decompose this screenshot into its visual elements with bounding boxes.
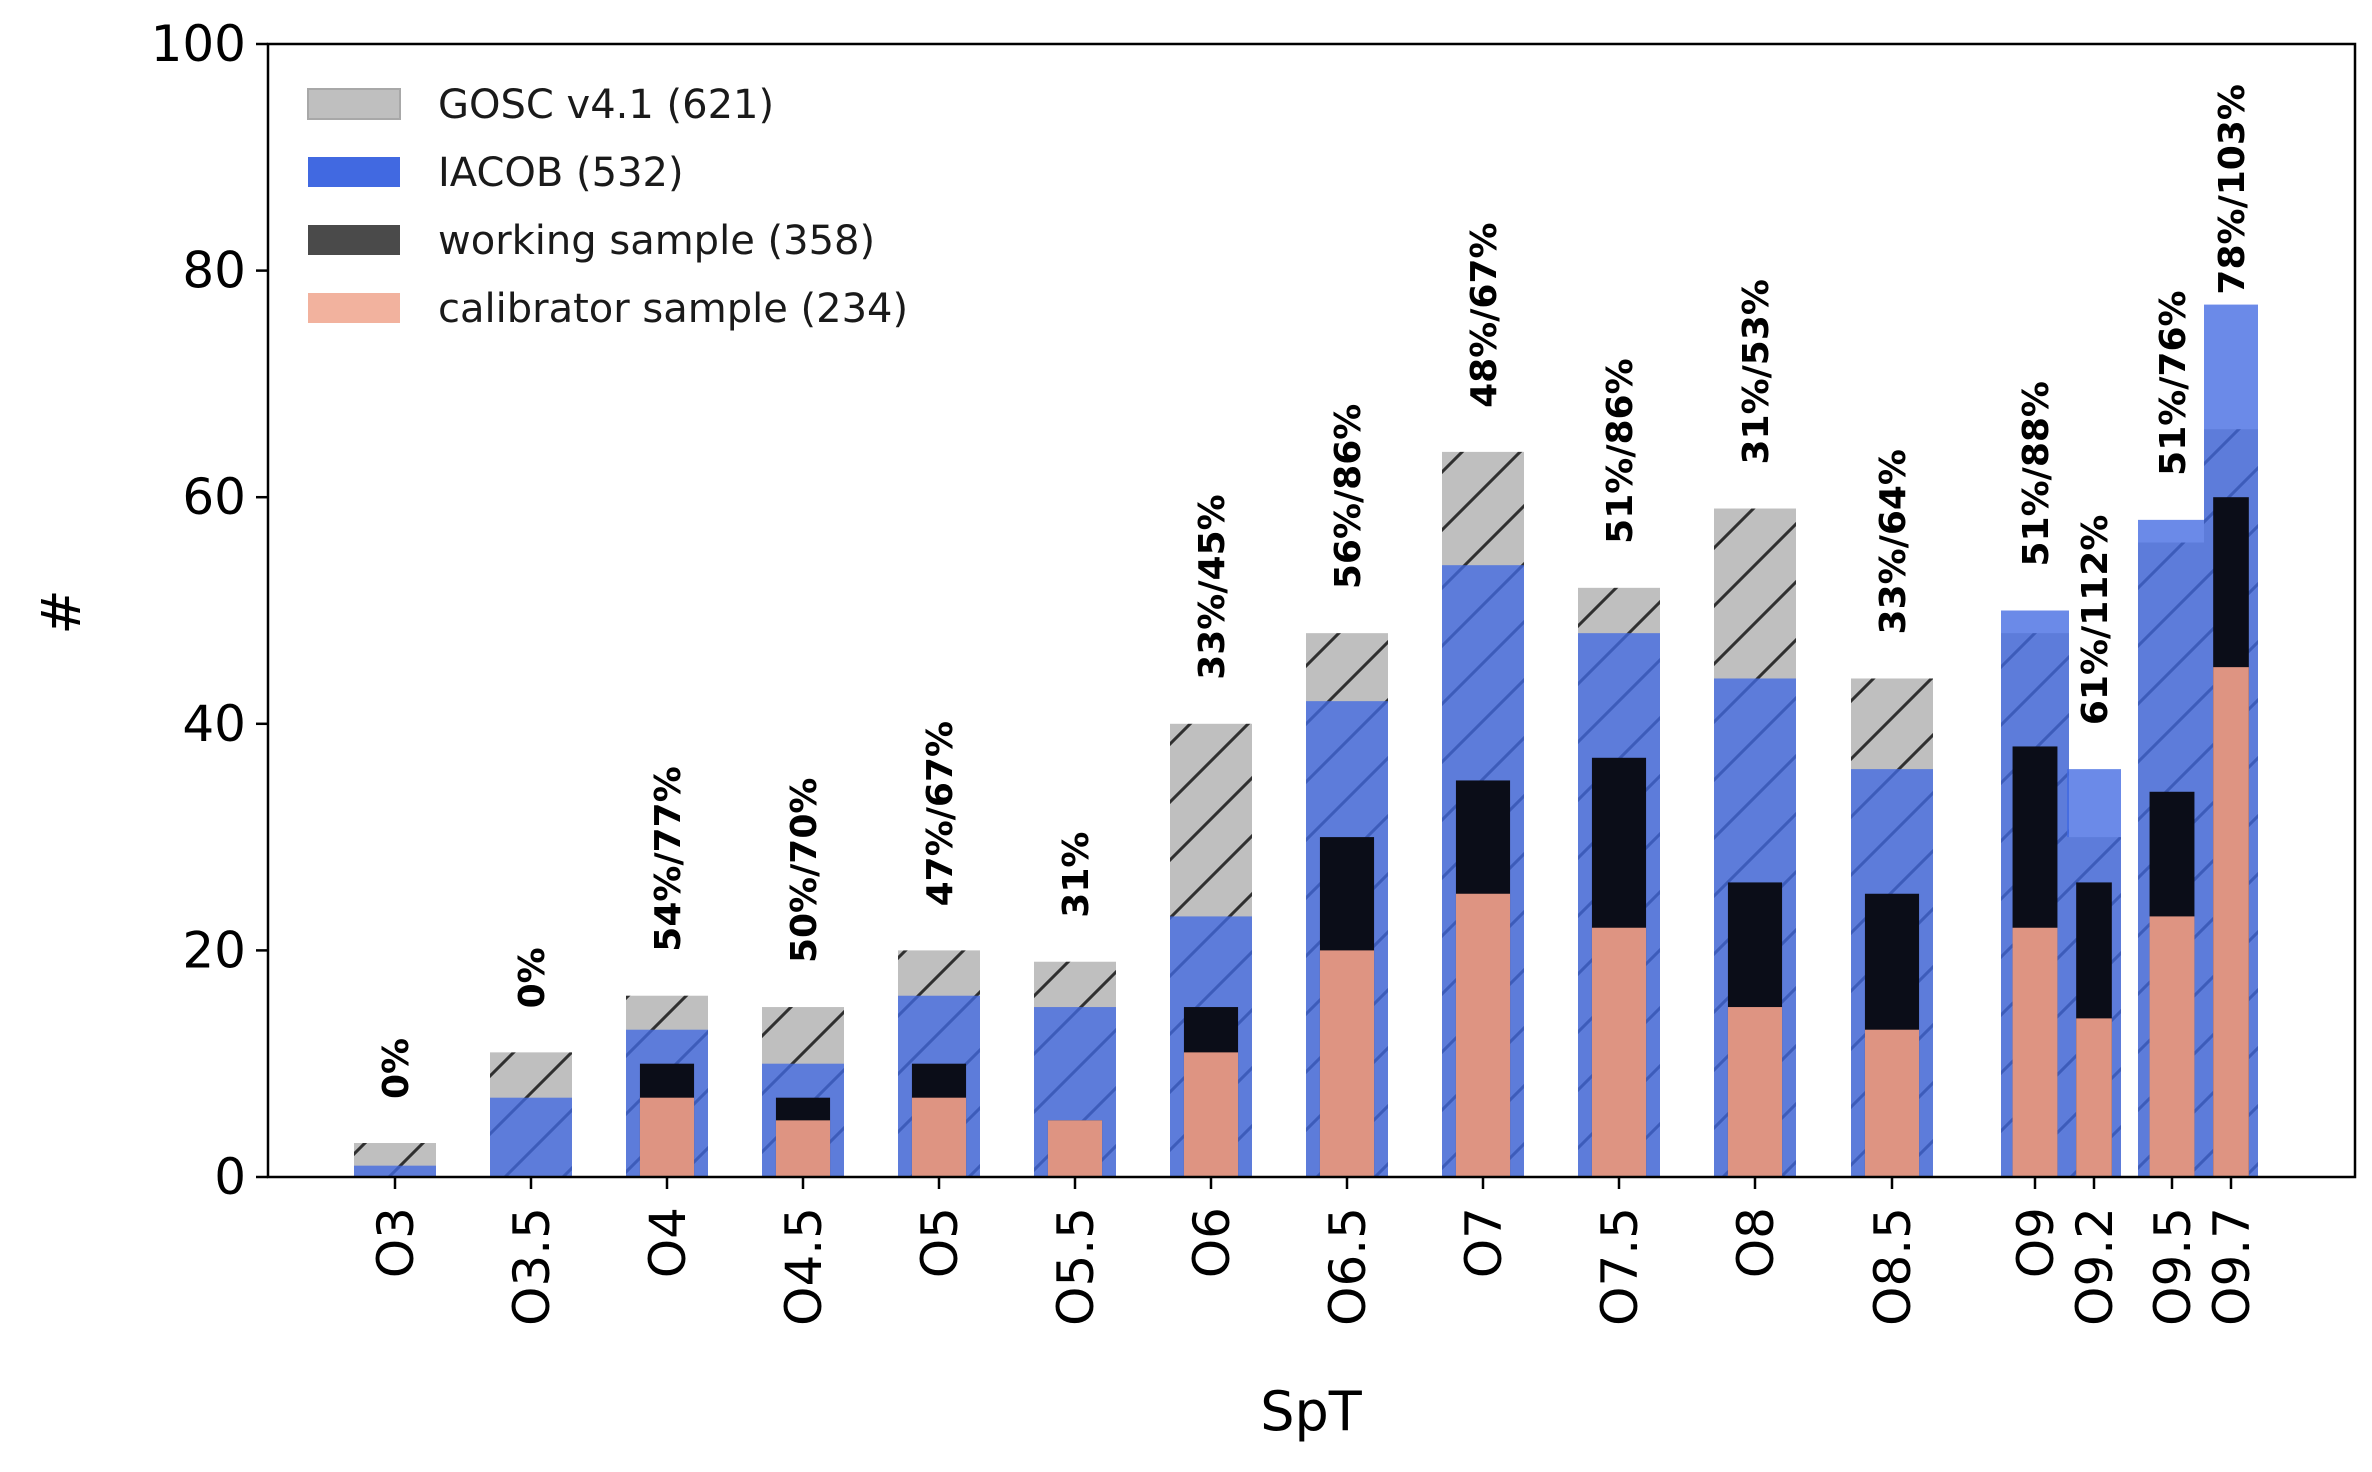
x-tick-label: O5.5 — [1047, 1207, 1105, 1326]
x-tick-label: O8 — [1727, 1207, 1785, 1278]
bar-group-O8-5 — [1851, 678, 1933, 1177]
y-tick-label: 100 — [151, 15, 246, 73]
legend: GOSC v4.1 (621) IACOB (532) working sample… — [307, 82, 908, 332]
x-tick-label: O3.5 — [503, 1207, 561, 1326]
bar-group-O9 — [2001, 610, 2069, 1177]
calibrator-sample-bar — [911, 1097, 967, 1177]
bar-percentage-label: 51%/88% — [2016, 381, 2057, 566]
y-tick-label: 60 — [182, 468, 246, 526]
bar-group-O3-5 — [490, 1052, 572, 1177]
bar-percentage-labels: 0% 0% 54%/77% 50%/70% 47%/67% 31% 33%/45% 56%/8… — [376, 84, 2253, 1099]
x-tick-label: O4.5 — [775, 1207, 833, 1326]
calibrator-sample-bar — [1183, 1052, 1239, 1177]
iacob-bar — [490, 1097, 572, 1177]
bar-group-O8 — [1714, 508, 1796, 1177]
bar-group-O6 — [1170, 723, 1252, 1177]
x-axis-title: SpT — [1260, 1380, 1363, 1443]
x-tick-label: O9 — [2007, 1207, 2065, 1278]
calibrator-sample-bar — [2076, 1018, 2112, 1177]
legend-entry: working sample (358) — [438, 218, 875, 264]
bar-percentage-label: 33%/45% — [1192, 494, 1233, 679]
bar-percentage-label: 47%/67% — [920, 721, 961, 906]
calibrator-sample-bar — [2213, 667, 2249, 1177]
y-tick-label: 40 — [182, 695, 246, 753]
x-tick-label: O9.5 — [2144, 1207, 2202, 1326]
legend-swatch — [308, 157, 400, 187]
bar-group-O6-5 — [1306, 633, 1388, 1177]
x-axis: O3 O3.5 O4 O4.5 O5 O5.5 O6 O6.5 O7 O7.5 O8 O8.5 O9 O9… — [367, 1177, 2261, 1326]
y-tick-label: 20 — [182, 921, 246, 979]
x-tick-label: O8.5 — [1864, 1207, 1922, 1326]
bar-percentage-label: 61%/112% — [2075, 515, 2116, 726]
plot-frame — [266, 42, 2357, 1179]
y-tick-label: 0 — [214, 1148, 246, 1206]
x-tick-label: O7 — [1455, 1207, 1513, 1278]
calibrator-sample-bar — [1319, 950, 1375, 1177]
bar-percentage-label: 0% — [376, 1038, 417, 1099]
bar-percentage-label: 78%/103% — [2212, 84, 2253, 295]
x-tick-label: O7.5 — [1591, 1207, 1649, 1326]
bar-percentage-label: 54%/77% — [648, 766, 689, 951]
bar-group-O4-5 — [762, 1007, 844, 1177]
calibrator-sample-bar — [639, 1097, 695, 1177]
calibrator-sample-bar — [775, 1120, 831, 1177]
x-tick-label: O3 — [367, 1207, 425, 1278]
bar-percentage-label: 51%/76% — [2153, 290, 2194, 475]
x-tick-label: O9.7 — [2203, 1207, 2261, 1326]
x-tick-label: O5 — [911, 1207, 969, 1278]
x-tick-label: O9.2 — [2066, 1207, 2124, 1326]
bar-group-O9-2 — [2067, 769, 2121, 1177]
bar-group-O3 — [354, 1143, 436, 1177]
bars-layer — [354, 304, 2258, 1178]
calibrator-sample-bar — [1047, 1120, 1103, 1177]
iacob-bar — [354, 1165, 436, 1177]
calibrator-sample-bar — [2149, 916, 2195, 1177]
y-axis-title: # — [30, 589, 93, 634]
bar-group-O7-5 — [1578, 587, 1660, 1177]
calibrator-sample-bar — [1591, 927, 1647, 1177]
calibrator-sample-bar — [2012, 927, 2058, 1177]
bar-percentage-label: 31%/53% — [1736, 279, 1777, 464]
bar-group-O5-5 — [1034, 961, 1116, 1177]
bar-group-O4 — [626, 995, 708, 1177]
bar-percentage-label: 50%/70% — [784, 778, 825, 963]
bar-percentage-label: 31% — [1056, 832, 1097, 918]
bar-percentage-label: 33%/64% — [1873, 449, 1914, 634]
legend-swatch — [308, 225, 400, 255]
calibrator-sample-bar — [1455, 893, 1511, 1177]
bar-percentage-label: 56%/86% — [1328, 404, 1369, 589]
y-axis: 0 20 40 60 80 100 — [151, 15, 268, 1206]
x-tick-label: O6 — [1183, 1207, 1241, 1278]
x-tick-label: O6.5 — [1319, 1207, 1377, 1326]
legend-swatch — [307, 88, 401, 120]
calibrator-sample-bar — [1864, 1029, 1920, 1177]
bar-group-O9-7 — [2204, 304, 2258, 1178]
bar-percentage-label: 51%/86% — [1600, 358, 1641, 543]
bar-group-O7 — [1442, 451, 1524, 1177]
calibrator-sample-bar — [1727, 1007, 1783, 1177]
legend-entry: calibrator sample (234) — [438, 286, 908, 332]
bar-percentage-label: 0% — [512, 947, 553, 1008]
legend-swatch — [308, 293, 400, 323]
bar-group-O5 — [898, 950, 980, 1177]
y-tick-label: 80 — [182, 242, 246, 300]
legend-entry: GOSC v4.1 (621) — [438, 82, 774, 128]
bar-group-O9-5 — [2138, 519, 2206, 1177]
x-tick-label: O4 — [639, 1207, 697, 1278]
bar-percentage-label: 48%/67% — [1464, 222, 1505, 407]
legend-entry: IACOB (532) — [438, 150, 684, 196]
